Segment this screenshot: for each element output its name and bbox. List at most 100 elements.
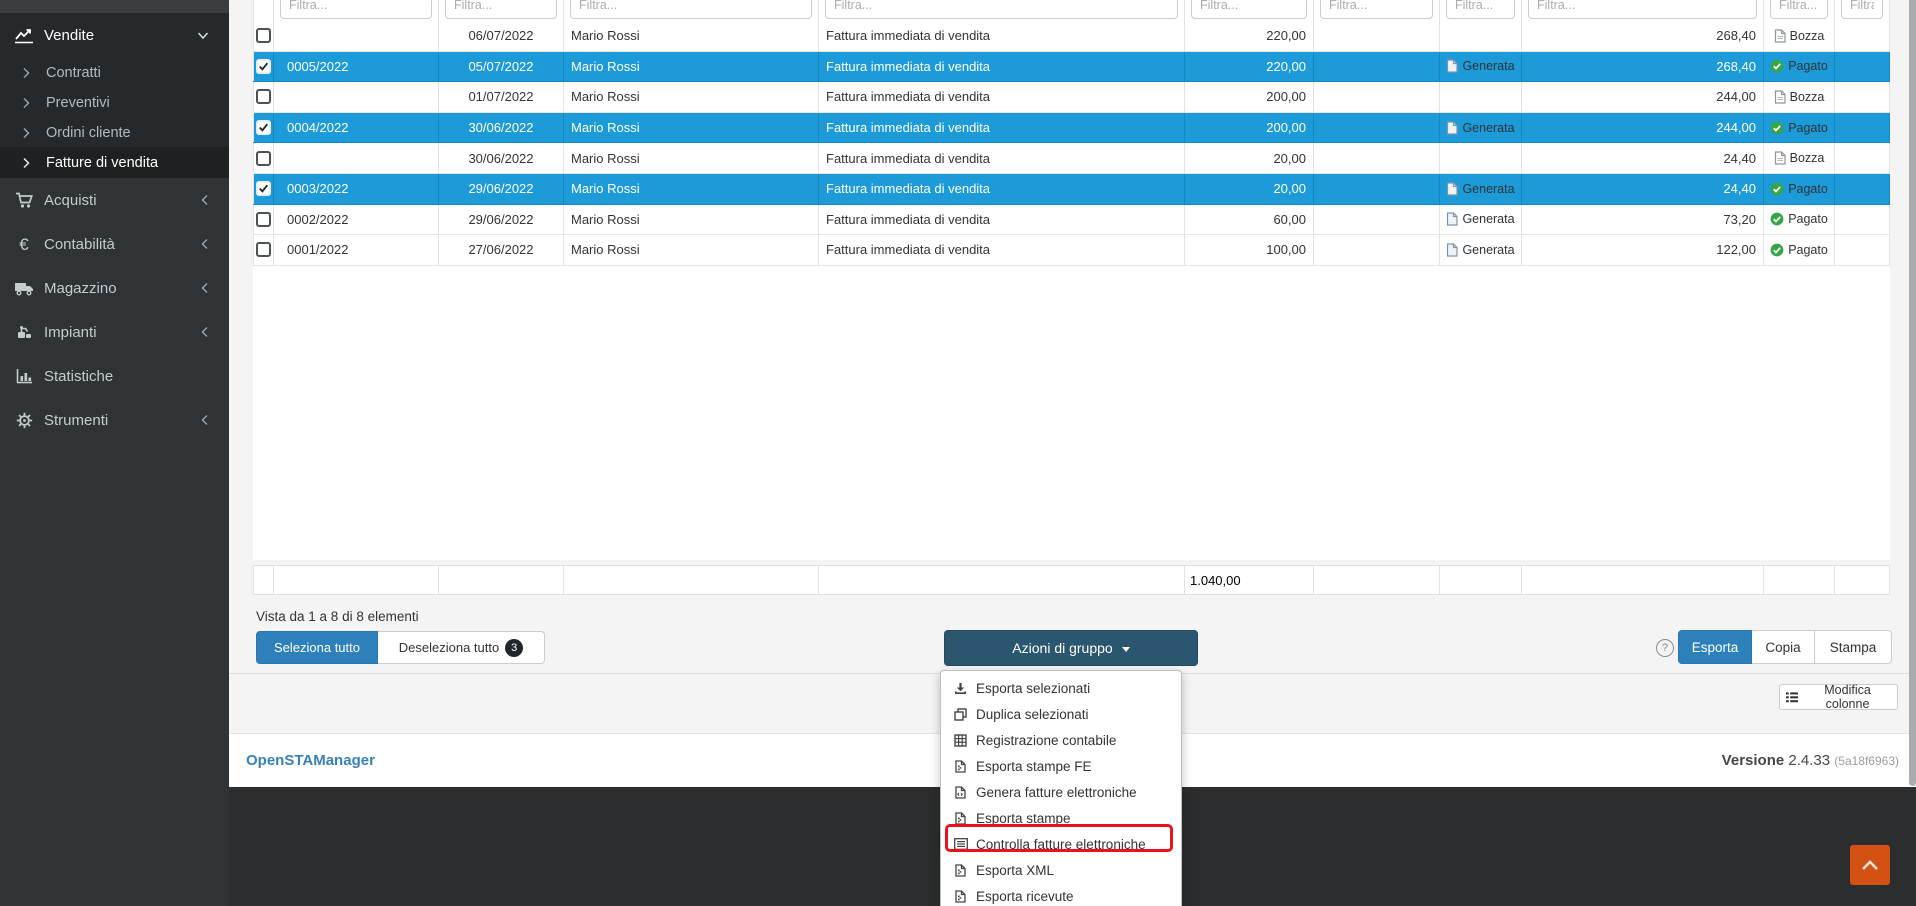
cell-cliente: Mario Rossi xyxy=(564,204,819,235)
menu-item-esporta-stampe-fe[interactable]: Esporta stampe FE xyxy=(941,753,1181,779)
filter-input-numero[interactable] xyxy=(280,0,432,19)
sidebar-item-contabilita[interactable]: € Contabilità xyxy=(0,222,229,266)
sidebar-item-label: Fatture di vendita xyxy=(46,154,159,171)
filter-input-tipo[interactable] xyxy=(825,0,1178,19)
menu-item-esporta-ricevute[interactable]: Esporta ricevute xyxy=(941,883,1181,906)
table-row[interactable]: 06/07/2022 Mario Rossi Fattura immediata… xyxy=(253,21,1890,52)
sidebar-item-strumenti[interactable]: Strumenti xyxy=(0,398,229,442)
version-label: Versione xyxy=(1721,752,1785,769)
check-circle-icon xyxy=(1770,243,1784,257)
cell-totale: 268,40 xyxy=(1522,21,1764,51)
zip-file-icon xyxy=(953,863,968,877)
table-row[interactable]: 0002/2022 29/06/2022 Mario Rossi Fattura… xyxy=(253,204,1890,236)
row-checkbox-checked[interactable] xyxy=(256,120,271,136)
sidebar-item-statistiche[interactable]: Statistiche xyxy=(0,354,229,398)
cell-fe: Generata xyxy=(1440,51,1522,82)
group-actions-button[interactable]: Azioni di gruppo xyxy=(944,630,1198,666)
filter-cell-totale xyxy=(1522,0,1764,21)
cell-data: 06/07/2022 xyxy=(439,21,564,51)
cell-fe xyxy=(1440,143,1522,173)
row-checkbox-cell xyxy=(253,21,274,51)
page-scrollbar[interactable] xyxy=(1909,0,1916,786)
list-icon xyxy=(1786,691,1799,702)
row-checkbox[interactable] xyxy=(256,150,271,166)
cell-cliente: Mario Rossi xyxy=(564,82,819,112)
check-circle-icon xyxy=(1770,212,1784,226)
sidebar-item-label: Acquisti xyxy=(44,191,97,209)
check-circle-icon xyxy=(1770,182,1784,196)
sidebar-item-impianti[interactable]: Impianti xyxy=(0,310,229,354)
edit-columns-button[interactable]: Modifica colonne xyxy=(1779,683,1898,711)
menu-item-genera-fatture-elettroniche[interactable]: Genera fatture elettroniche xyxy=(941,779,1181,805)
cell-imponibile: 200,00 xyxy=(1185,82,1314,112)
sidebar-item-label: Preventivi xyxy=(46,95,110,111)
sidebar-item-vendite[interactable]: Vendite xyxy=(0,13,229,58)
export-button[interactable]: Esporta xyxy=(1678,630,1752,664)
filter-input-stato[interactable] xyxy=(1770,0,1828,19)
table-row[interactable]: 0005/2022 05/07/2022 Mario Rossi Fattura… xyxy=(253,51,1890,83)
table-row[interactable]: 0004/2022 30/06/2022 Mario Rossi Fattura… xyxy=(253,112,1890,144)
filter-input-fe[interactable] xyxy=(1446,0,1515,19)
menu-item-controlla-fatture-elettroniche[interactable]: Controlla fatture elettroniche xyxy=(941,831,1181,857)
filter-input-extra[interactable] xyxy=(1320,0,1433,19)
menu-item-label: Duplica selezionati xyxy=(976,706,1089,722)
table-info-text: Vista da 1 a 8 di 8 elementi xyxy=(256,609,419,624)
bar-chart-icon xyxy=(13,368,35,384)
deselect-all-button[interactable]: Deseleziona tutto 3 xyxy=(378,631,545,664)
chevron-left-icon xyxy=(201,414,209,426)
sidebar-item-ordini-cliente[interactable]: Ordini cliente xyxy=(0,118,229,148)
sidebar-item-fatture-di-vendita[interactable]: Fatture di vendita xyxy=(0,147,229,178)
status-badge: Pagato xyxy=(1788,242,1828,257)
file-code-icon xyxy=(953,785,968,799)
sidebar-item-magazzino[interactable]: Magazzino xyxy=(0,266,229,310)
filter-input-cliente[interactable] xyxy=(570,0,812,19)
filter-input-data[interactable] xyxy=(445,0,557,19)
row-checkbox[interactable] xyxy=(256,242,271,258)
print-button[interactable]: Stampa xyxy=(1815,630,1892,664)
row-checkbox[interactable] xyxy=(256,211,271,227)
cell-extra xyxy=(1314,82,1440,112)
table-row[interactable]: 0001/2022 27/06/2022 Mario Rossi Fattura… xyxy=(253,235,1890,266)
scroll-to-top-button[interactable] xyxy=(1850,845,1890,885)
row-checkbox-checked[interactable] xyxy=(256,181,271,197)
openstamanager-link[interactable]: OpenSTAManager xyxy=(246,752,375,769)
select-all-button[interactable]: Seleziona tutto xyxy=(256,631,378,664)
sidebar-item-acquisti[interactable]: Acquisti xyxy=(0,178,229,222)
menu-item-label: Genera fatture elettroniche xyxy=(976,784,1137,800)
copy-button[interactable]: Copia xyxy=(1752,630,1815,664)
row-checkbox[interactable] xyxy=(256,89,271,105)
cell-data: 29/06/2022 xyxy=(439,173,564,204)
cell-totale: 24,40 xyxy=(1522,173,1764,204)
menu-item-esporta-xml[interactable]: Esporta XML xyxy=(941,857,1181,883)
table-row[interactable]: 0003/2022 29/06/2022 Mario Rossi Fattura… xyxy=(253,173,1890,205)
table-row[interactable]: 30/06/2022 Mario Rossi Fattura immediata… xyxy=(253,143,1890,174)
clone-icon xyxy=(953,707,968,721)
status-badge: Pagato xyxy=(1788,59,1828,74)
menu-item-esporta-selezionati[interactable]: Esporta selezionati xyxy=(941,675,1181,701)
menu-item-registrazione-contabile[interactable]: Registrazione contabile xyxy=(941,727,1181,753)
menu-item-esporta-stampe[interactable]: Esporta stampe xyxy=(941,805,1181,831)
menu-item-duplica-selezionati[interactable]: Duplica selezionati xyxy=(941,701,1181,727)
cell-tipo: Fattura immediata di vendita xyxy=(819,143,1185,173)
menu-item-label: Esporta XML xyxy=(976,862,1055,878)
cell-numero: 0003/2022 xyxy=(274,173,439,204)
filter-input-last[interactable] xyxy=(1841,0,1883,19)
sidebar-item-label: Strumenti xyxy=(44,411,109,429)
menu-item-label: Esporta stampe xyxy=(976,810,1071,826)
cell-tipo: Fattura immediata di vendita xyxy=(819,173,1185,204)
help-icon[interactable]: ? xyxy=(1656,639,1674,657)
table-row[interactable]: 01/07/2022 Mario Rossi Fattura immediata… xyxy=(253,82,1890,113)
sidebar-item-contratti[interactable]: Contratti xyxy=(0,58,229,88)
filter-input-imponibile[interactable] xyxy=(1191,0,1307,19)
cell-imponibile: 200,00 xyxy=(1185,112,1314,143)
row-checkbox-checked[interactable] xyxy=(256,58,271,74)
cell-actions xyxy=(1835,143,1890,173)
sidebar-item-preventivi[interactable]: Preventivi xyxy=(0,88,229,118)
cell-totale: 122,00 xyxy=(1522,235,1764,265)
cell-cliente: Mario Rossi xyxy=(564,112,819,143)
row-checkbox[interactable] xyxy=(256,28,271,44)
cell-data: 30/06/2022 xyxy=(439,112,564,143)
status-badge: Pagato xyxy=(1788,120,1828,135)
filter-input-totale[interactable] xyxy=(1528,0,1757,19)
sidebar-item-label: Ordini cliente xyxy=(46,125,131,141)
